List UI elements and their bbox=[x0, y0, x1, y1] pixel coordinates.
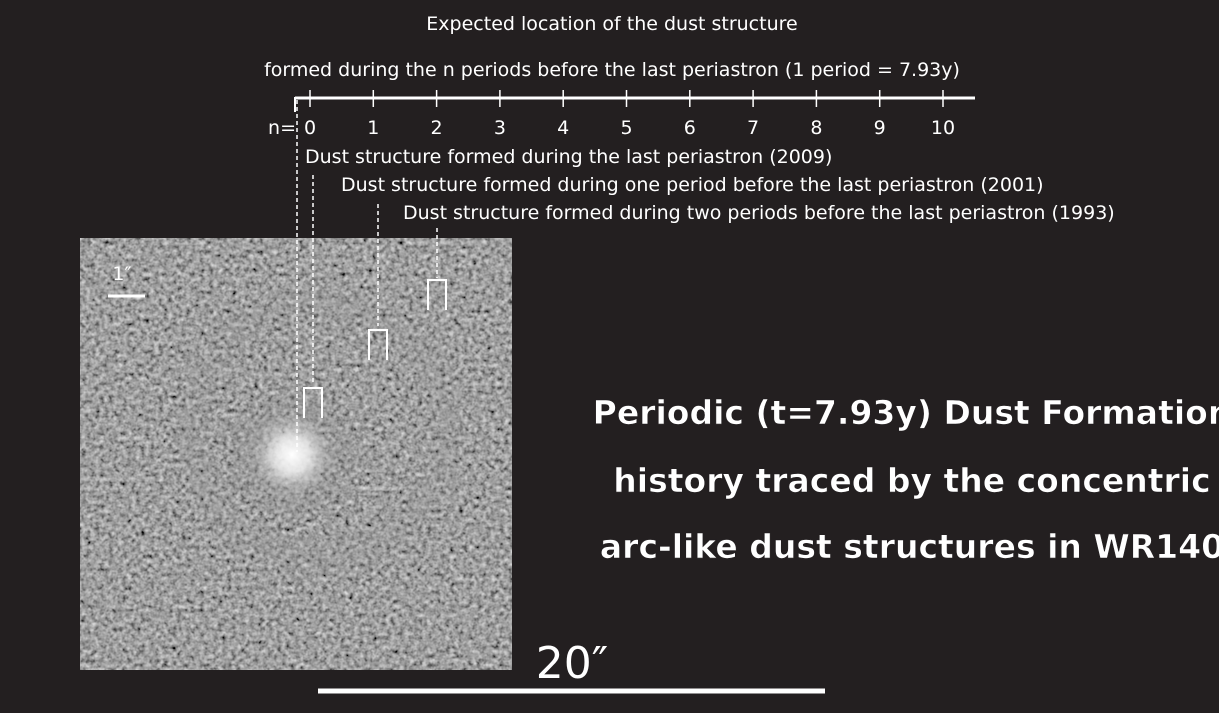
axis-tick-label: 5 bbox=[620, 117, 632, 139]
header-line: formed during the n periods before the l… bbox=[264, 59, 960, 81]
small-scale-label: 1″ bbox=[112, 263, 131, 285]
large-scale-label: 20″ bbox=[536, 638, 608, 689]
axis-tick-label: 0 bbox=[304, 117, 316, 139]
caption-line: history traced by the concentric bbox=[613, 461, 1210, 500]
caption-line: arc-like dust structures in WR140 bbox=[600, 527, 1219, 566]
axis-tick-label: 4 bbox=[557, 117, 569, 139]
axis-prefix: n= bbox=[268, 117, 296, 139]
axis-tick-label: 6 bbox=[684, 117, 696, 139]
axis: n= 0 1 2 3 4 5 6 7 8 9 10 bbox=[268, 90, 975, 139]
caption-line: Periodic (t=7.93y) Dust Formation bbox=[593, 393, 1219, 432]
structure-label: Dust structure formed during the last pe… bbox=[305, 146, 832, 168]
axis-tick-label: 1 bbox=[367, 117, 379, 139]
axis-tick-label: 8 bbox=[810, 117, 822, 139]
bracket bbox=[427, 279, 447, 310]
image-panel bbox=[80, 238, 512, 670]
bracket bbox=[368, 329, 388, 360]
axis-tick-label: 2 bbox=[431, 117, 443, 139]
bracket bbox=[303, 387, 323, 418]
axis-tick-label: 3 bbox=[494, 117, 506, 139]
central-source bbox=[222, 385, 362, 525]
axis-tick-label: 10 bbox=[931, 117, 955, 139]
structure-label: Dust structure formed during one period … bbox=[341, 174, 1044, 196]
header-line: Expected location of the dust structure bbox=[426, 13, 797, 35]
guides bbox=[303, 175, 447, 418]
axis-tick-label: 9 bbox=[874, 117, 886, 139]
structure-label: Dust structure formed during two periods… bbox=[403, 202, 1115, 224]
axis-tick-label: 7 bbox=[747, 117, 759, 139]
